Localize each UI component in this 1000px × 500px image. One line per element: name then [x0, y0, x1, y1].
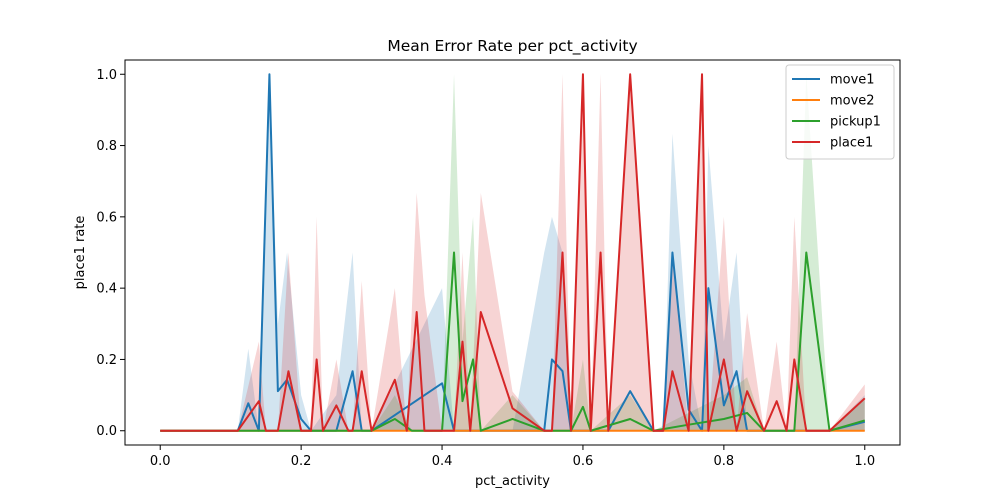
confidence-band-place1 — [160, 74, 865, 431]
x-axis: 0.0 0.2 0.4 0.6 0.8 1.0 — [150, 445, 875, 469]
x-tick-label: 0.8 — [714, 454, 735, 469]
x-tick-label: 0.4 — [432, 454, 453, 469]
x-tick-label: 1.0 — [854, 454, 875, 469]
y-tick-label: 0.2 — [96, 353, 117, 368]
legend-label-pickup1: pickup1 — [830, 115, 881, 130]
x-tick-label: 0.0 — [150, 454, 171, 469]
legend-box — [785, 64, 895, 160]
x-tick-label: 0.6 — [573, 454, 594, 469]
y-tick-label: 1.0 — [96, 68, 117, 83]
series-line-place1 — [160, 73, 866, 432]
y-tick-label: 0.0 — [96, 424, 117, 439]
legend-label-move2: move2 — [830, 94, 875, 109]
legend: move1 move2 pickup1 place1 — [785, 64, 895, 160]
confidence-band-move1 — [160, 74, 865, 431]
chart-title: Mean Error Rate per pct_activity — [387, 37, 637, 56]
y-tick-label: 0.4 — [96, 282, 117, 297]
legend-label-move1: move1 — [830, 73, 875, 88]
x-tick-label: 0.2 — [291, 454, 312, 469]
y-axis-label: place1 rate — [73, 216, 88, 290]
x-axis-label: pct_activity — [475, 474, 550, 489]
legend-label-place1: place1 — [830, 136, 873, 151]
y-tick-label: 0.8 — [96, 139, 117, 154]
axes-frame — [124, 59, 901, 446]
series-lines — [160, 73, 866, 432]
confidence-bands — [160, 74, 865, 431]
y-axis: 0.0 0.2 0.4 0.6 0.8 1.0 — [96, 68, 125, 439]
y-tick-label: 0.6 — [96, 210, 117, 225]
